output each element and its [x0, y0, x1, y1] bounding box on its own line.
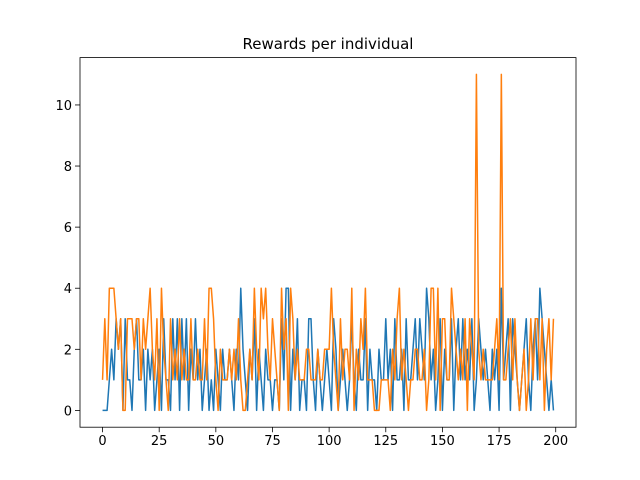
y-tick-label: 6 — [64, 221, 72, 236]
y-tick-label: 4 — [64, 282, 72, 297]
chart-title: Rewards per individual — [243, 35, 414, 53]
x-tick-label: 150 — [430, 434, 455, 449]
x-tick-label: 200 — [543, 434, 568, 449]
x-tick-label: 125 — [373, 434, 398, 449]
line-series — [101, 73, 555, 412]
x-tick-label: 50 — [208, 434, 225, 449]
x-tick-label: 175 — [487, 434, 512, 449]
y-tick-label: 2 — [64, 343, 72, 358]
axes-frame — [79, 57, 577, 428]
y-tick-label: 8 — [64, 160, 72, 175]
x-tick-label: 100 — [317, 434, 342, 449]
x-tick-label: 0 — [98, 434, 106, 449]
x-tick-label: 75 — [264, 434, 281, 449]
x-tick-label: 25 — [151, 434, 168, 449]
y-tick-label: 10 — [55, 99, 72, 114]
y-tick-label: 0 — [64, 404, 72, 419]
